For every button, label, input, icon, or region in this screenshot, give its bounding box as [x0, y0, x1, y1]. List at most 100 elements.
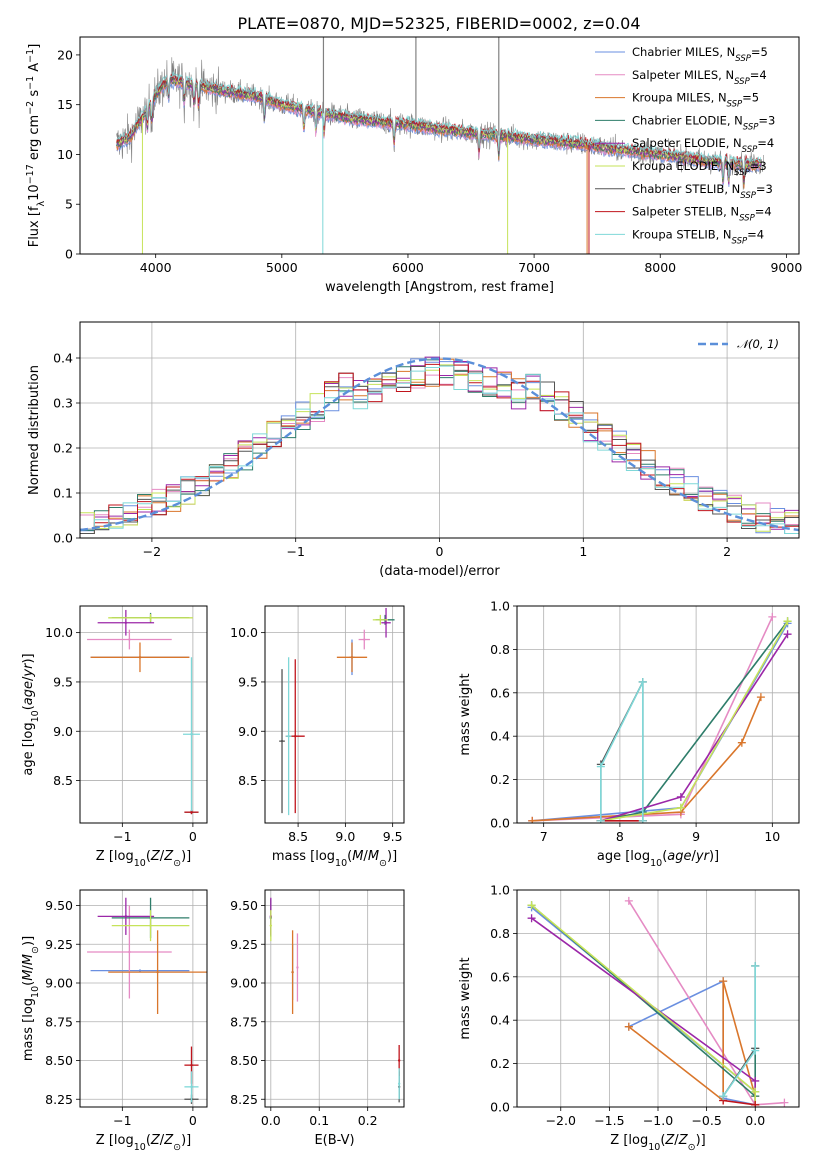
weight-line-kroupa-elodie	[600, 620, 789, 822]
tick-label-y: 0.0	[53, 531, 73, 546]
plot-area-mass_vs_ebv	[269, 897, 401, 1103]
point-salpeter-miles	[296, 933, 299, 1002]
marker	[291, 970, 294, 974]
tick-label-y: 0.3	[53, 396, 73, 411]
axes-residuals: −2 −1 0 1 2 0.0 0.1 0.2 0.3 0.4 (data-model)/error…	[27, 321, 800, 579]
model-spectrum-kroupa-stelib	[116, 71, 762, 178]
tick-label-y: 9.00	[45, 976, 73, 991]
legend-label: Kroupa ELODIE, NSSP=3	[632, 159, 767, 178]
plus-marker	[638, 816, 647, 823]
plot-area-residuals	[80, 356, 799, 534]
tick-label-y: 0.2	[490, 1056, 510, 1071]
marker	[190, 1085, 193, 1089]
marker	[149, 924, 152, 927]
hist-kroupa-stelib	[80, 365, 799, 534]
tick-label-x: 7000	[518, 260, 550, 275]
legend-label: Kroupa MILES, NSSP=5	[632, 91, 759, 110]
plus-marker	[719, 1092, 728, 1101]
tick-label-x: 8.5	[288, 829, 308, 844]
tick-label-y: 8.25	[230, 1092, 258, 1107]
tick-label-x: 0	[436, 544, 444, 559]
plot-area-weight_vs_Z	[527, 896, 789, 1107]
tick-label-x: 9.0	[335, 829, 355, 844]
plus-marker	[751, 1087, 760, 1096]
tick-label-y: 0.8	[490, 926, 510, 941]
tick-label-y: 10.0	[45, 625, 73, 640]
axes-weight_vs_age: 7 8 9 10 0.0 0.2 0.4 0.6 0.8 1.0 age [log10(age/yr…	[458, 599, 800, 869]
marker	[269, 924, 273, 927]
point-kroupa-miles	[291, 930, 294, 1014]
marker	[156, 970, 159, 974]
axes-weight_vs_Z: −2.0 −1.5 −1.0 −0.5 0.0 0.0 0.2 0.4 0.6 0.8 1.0 Z […	[458, 883, 800, 1153]
tick-label-y: 9.5	[238, 674, 258, 689]
tick-label-y: 8.5	[238, 773, 258, 788]
legend-label: Chabrier MILES, NSSP=5	[632, 45, 768, 64]
x-axis-label: mass [log10(M/M⊙)]	[272, 849, 397, 869]
tick-label-x: 9000	[770, 260, 802, 275]
point-salpeter-elodie	[97, 897, 155, 935]
weight-line-salpeter-stelib	[723, 1099, 756, 1106]
tick-label-y: 0.0	[490, 816, 510, 831]
model-spectrum-kroupa-miles	[116, 75, 761, 189]
marker	[397, 1059, 401, 1062]
point-kroupa-miles	[336, 642, 368, 673]
plus-marker	[780, 1098, 789, 1107]
weight-line-salpeter-miles	[532, 616, 774, 822]
axes-frame	[264, 889, 405, 1108]
tick-label-x: −1.5	[594, 1113, 624, 1128]
plus-marker	[596, 816, 605, 823]
plus-marker	[624, 1022, 633, 1031]
marker	[287, 735, 290, 738]
plus-marker	[676, 792, 685, 801]
tick-label-y: 1.0	[490, 599, 510, 614]
tick-label-y: 5	[65, 197, 73, 212]
plus-marker	[528, 816, 537, 823]
legend: Chabrier MILES, NSSP=5 Salpeter MILES, NS…	[595, 45, 775, 246]
marker	[190, 733, 193, 736]
plus-marker	[756, 693, 765, 702]
legend-label: Salpeter ELODIE, NSSP=4	[632, 136, 774, 155]
tick-label-x: 0	[189, 1113, 197, 1128]
tick-label-y: 15	[57, 97, 73, 112]
point-salpeter-elodie	[381, 607, 391, 638]
marker	[280, 739, 284, 743]
legend-label: Chabrier ELODIE, NSSP=3	[632, 113, 775, 132]
point-salpeter-miles	[358, 629, 370, 650]
tick-label-y: 0.2	[490, 772, 510, 787]
x-axis-label: age [log10(age/yr)]	[597, 849, 719, 869]
point-kroupa-elodie	[111, 910, 190, 942]
tick-label-y: 8.50	[230, 1053, 258, 1068]
tick-label-x: 0.0	[745, 1113, 765, 1128]
axes-frame	[79, 605, 208, 824]
point-chabrier-miles	[90, 969, 190, 972]
marker	[190, 810, 193, 814]
x-axis-label: E(B-V)	[314, 1133, 354, 1148]
tick-label-x: 2	[723, 544, 731, 559]
tick-label-x: −1	[113, 829, 131, 844]
plus-marker	[676, 803, 685, 812]
y-axis-label: mass weight	[458, 957, 473, 1039]
weight-line-kroupa-stelib	[599, 681, 644, 821]
marker	[124, 621, 128, 624]
marker	[296, 966, 299, 969]
tick-label-x: −2.0	[546, 1113, 576, 1128]
tick-label-x: 0.0	[261, 1113, 281, 1128]
tick-label-y: 1.0	[490, 883, 510, 898]
plus-marker	[783, 630, 792, 639]
tick-label-x: −1	[113, 1113, 131, 1128]
y-axis-label: age [log10(age/yr)]	[21, 653, 41, 775]
axes-mass_vs_Z: −1 0 8.25 8.50 8.75 9.00 9.25 9.50 Z [log10(Z/Z⊙…	[21, 889, 208, 1153]
point-salpeter-miles	[87, 905, 172, 999]
hist-salpeter-stelib	[80, 363, 799, 530]
tick-label-x: 6000	[392, 260, 424, 275]
plus-marker	[596, 762, 605, 771]
x-axis-label: Z [log10(Z/Z⊙)]	[610, 1133, 705, 1153]
tick-label-x: 1	[579, 544, 587, 559]
plus-marker	[783, 617, 792, 626]
weight-line-salpeter-elodie	[531, 917, 757, 1105]
x-axis-label: Z [log10(Z/Z⊙)]	[96, 1133, 191, 1153]
plus-marker	[768, 612, 777, 621]
tick-label-y: 0.6	[490, 969, 510, 984]
y-axis-label: mass [log10(M/M⊙)]	[21, 936, 41, 1061]
point-kroupa-stelib	[397, 1068, 401, 1100]
